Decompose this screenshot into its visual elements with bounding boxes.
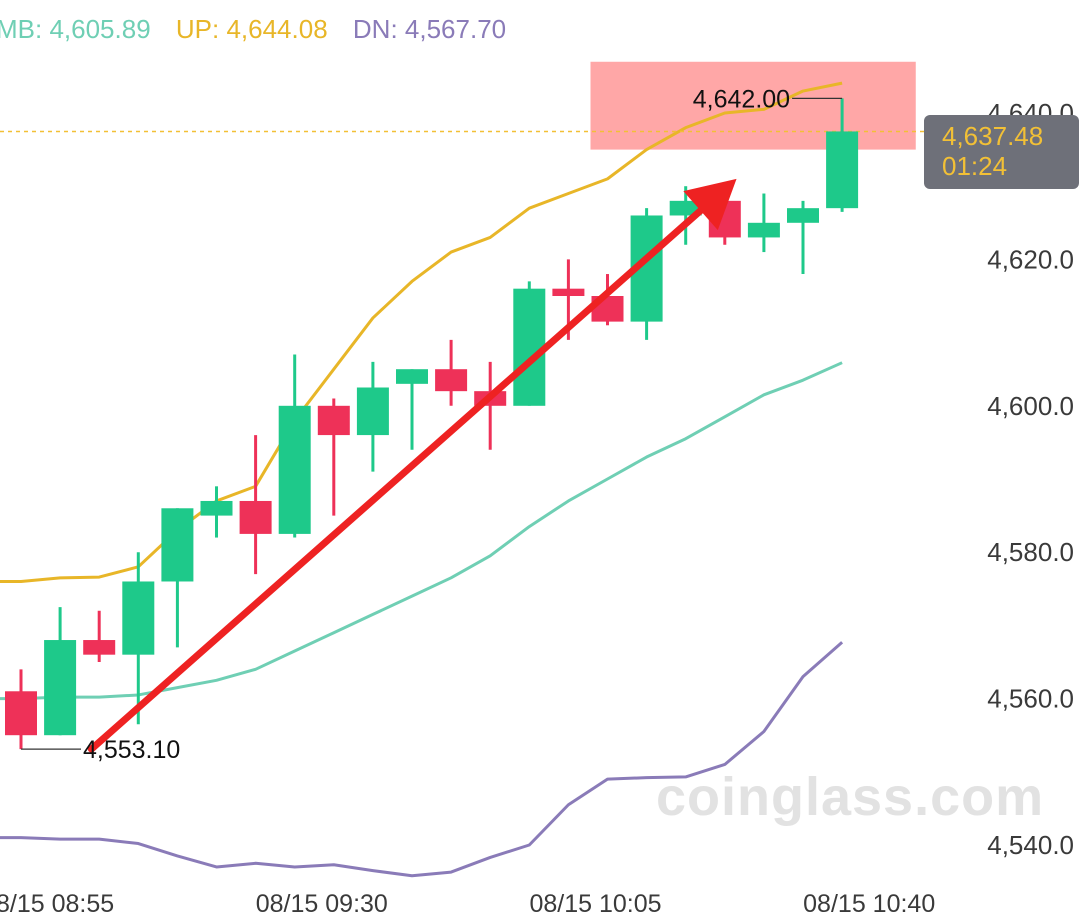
candle xyxy=(200,486,233,538)
candle xyxy=(435,339,468,406)
watermark: coinglass.com xyxy=(656,767,1045,827)
candle xyxy=(278,354,311,538)
candle-body xyxy=(552,288,585,296)
trend-arrow-shaft xyxy=(87,207,705,753)
y-tick-label: 4,620.0 xyxy=(987,244,1074,274)
candle xyxy=(747,193,780,253)
candle-body xyxy=(161,508,194,582)
candle-body xyxy=(826,131,859,209)
candle xyxy=(356,361,389,472)
candle xyxy=(513,281,546,406)
candle-body xyxy=(278,405,311,534)
candle xyxy=(122,552,155,725)
candle-body xyxy=(356,387,389,436)
legend-mb: MB: 4,605.89 xyxy=(0,14,151,44)
candle xyxy=(239,435,272,575)
x-tick-label: 08/15 09:30 xyxy=(256,890,388,917)
candle-body xyxy=(122,581,155,655)
series-line-mb xyxy=(0,361,843,701)
candle xyxy=(630,208,663,340)
candle xyxy=(826,98,859,212)
candle xyxy=(787,200,819,275)
candle xyxy=(83,610,116,662)
candle-body xyxy=(5,691,37,736)
candle xyxy=(5,669,37,750)
candle xyxy=(161,508,194,648)
series-line-up xyxy=(0,81,843,583)
candle-body xyxy=(435,369,468,392)
trend-arrow-head xyxy=(683,178,737,231)
candle-countdown: 01:24 xyxy=(942,151,1008,181)
x-tick-label: 08/15 10:40 xyxy=(803,890,935,917)
y-tick-label: 4,560.0 xyxy=(987,684,1074,714)
y-tick-label: 4,540.0 xyxy=(987,830,1074,860)
y-tick-label: 4,580.0 xyxy=(987,537,1074,567)
candle-body xyxy=(83,640,116,655)
indicator-legend: MB: 4,605.89 UP: 4,644.08 DN: 4,567.70 xyxy=(0,14,524,45)
candle-body xyxy=(513,288,546,406)
current-price-value: 4,637.48 xyxy=(942,121,1044,151)
candle-body xyxy=(200,500,233,516)
low-price-label: 4,553.10 xyxy=(83,736,180,764)
candle-body xyxy=(396,369,428,384)
series-line-dn xyxy=(0,641,844,878)
candle-body xyxy=(747,222,780,238)
candle-body xyxy=(669,200,702,216)
highlight-zone xyxy=(590,61,916,150)
candle-body xyxy=(787,208,819,223)
y-tick-label: 4,600.0 xyxy=(987,391,1074,421)
candle xyxy=(396,369,428,450)
x-tick-label: 08/15 08:55 xyxy=(0,890,114,917)
candle-body xyxy=(44,640,77,736)
legend-dn: DN: 4,567.70 xyxy=(352,14,507,44)
high-price-label: 4,642.00 xyxy=(693,85,790,113)
candle-body xyxy=(239,500,272,534)
candle-body xyxy=(317,405,350,436)
x-tick-label: 08/15 10:05 xyxy=(529,890,661,917)
candle xyxy=(669,186,702,245)
current-price-tag: 4,637.48 01:24 xyxy=(924,115,1079,189)
candle xyxy=(317,398,350,516)
legend-up: UP: 4,644.08 xyxy=(175,14,328,44)
candle xyxy=(44,607,77,736)
